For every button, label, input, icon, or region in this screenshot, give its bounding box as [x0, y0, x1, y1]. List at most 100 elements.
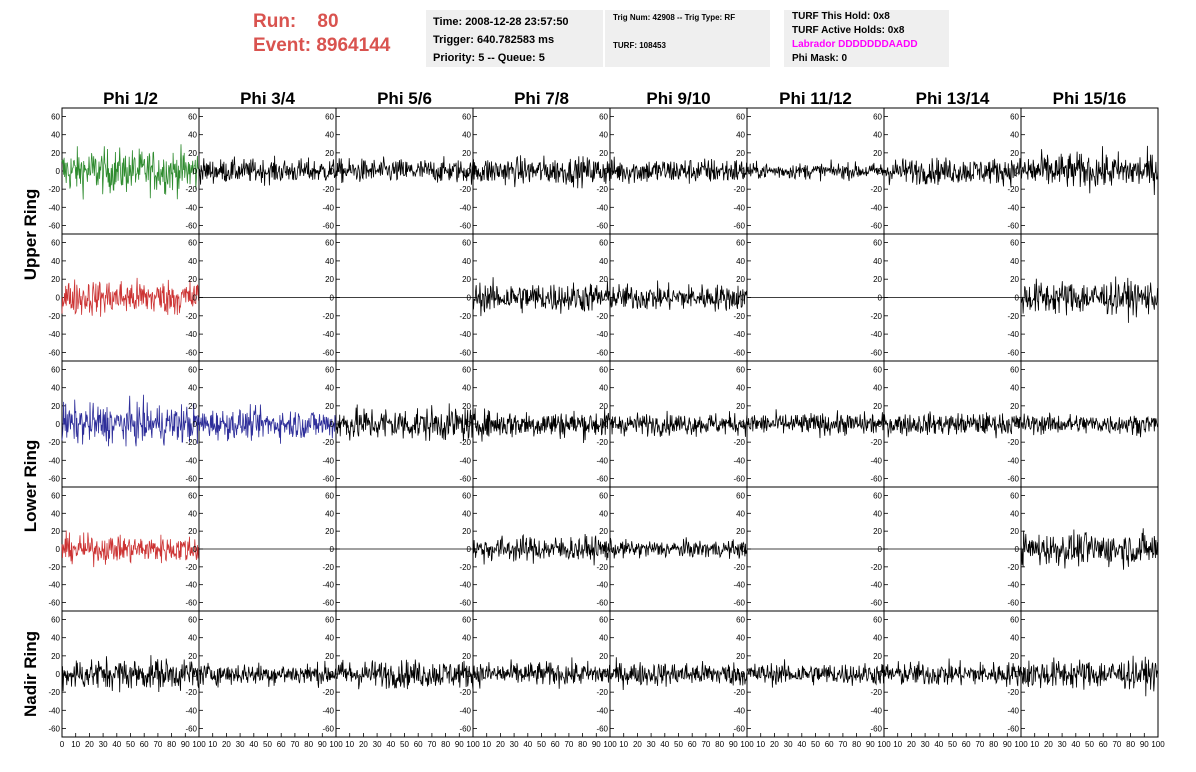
x-tick-label: 50 [263, 740, 272, 749]
y-tick-label: 20 [325, 149, 334, 158]
y-tick-label: -60 [733, 724, 745, 733]
y-tick-label: 40 [325, 257, 334, 266]
x-tick-label: 10 [893, 740, 902, 749]
waveform-trace [883, 157, 1022, 187]
y-tick-label: -20 [596, 563, 608, 572]
y-tick-label: -60 [1007, 724, 1019, 733]
y-tick-label: 60 [736, 239, 745, 248]
y-tick-label: -20 [596, 312, 608, 321]
y-tick-label: -40 [733, 706, 745, 715]
column-header: Phi 1/2 [103, 89, 158, 108]
y-tick-label: -20 [1007, 438, 1019, 447]
y-tick-label: 0 [741, 545, 746, 554]
x-tick-label: 40 [1071, 740, 1080, 749]
y-tick-label: 40 [599, 634, 608, 643]
y-tick-label: 20 [51, 402, 60, 411]
y-tick-label: -60 [322, 348, 334, 357]
y-tick-label: 60 [873, 113, 882, 122]
y-tick-label: 60 [736, 491, 745, 500]
y-tick-label: -60 [870, 221, 882, 230]
x-tick-label: 60 [414, 740, 423, 749]
waveform-trace [335, 156, 474, 185]
x-tick-label: 20 [1044, 740, 1053, 749]
y-tick-label: 0 [467, 670, 472, 679]
x-tick-label: 40 [249, 740, 258, 749]
y-tick-label: 40 [188, 131, 197, 140]
column-header: Phi 13/14 [916, 89, 990, 108]
y-tick-label: 40 [599, 384, 608, 393]
x-tick-label: 10 [208, 740, 217, 749]
y-tick-label: 40 [599, 257, 608, 266]
waveform-trace [746, 409, 885, 439]
y-tick-label: -40 [596, 456, 608, 465]
y-tick-label: -60 [185, 724, 197, 733]
y-tick-label: -40 [870, 581, 882, 590]
x-tick-label: 70 [564, 740, 573, 749]
waveform-trace [883, 658, 1022, 687]
y-tick-label: -40 [322, 330, 334, 339]
y-tick-label: 40 [599, 131, 608, 140]
waveform-trace [1020, 655, 1159, 697]
y-tick-label: 40 [1010, 257, 1019, 266]
x-tick-label: 10 [482, 740, 491, 749]
y-tick-label: 20 [462, 652, 471, 661]
column-header: Phi 5/6 [377, 89, 432, 108]
y-tick-label: -20 [1007, 312, 1019, 321]
y-tick-label: -60 [870, 724, 882, 733]
y-tick-label: -60 [733, 348, 745, 357]
time-info-box: Time: 2008-12-28 23:57:50 Trigger: 640.7… [426, 10, 603, 67]
y-tick-label: 60 [1010, 616, 1019, 625]
x-tick-label: 20 [496, 740, 505, 749]
y-tick-label: -60 [459, 724, 471, 733]
y-tick-label: 20 [188, 652, 197, 661]
y-tick-label: -20 [733, 185, 745, 194]
y-tick-label: -60 [1007, 221, 1019, 230]
y-tick-label: 20 [462, 402, 471, 411]
y-tick-label: 20 [873, 275, 882, 284]
y-tick-label: 20 [462, 275, 471, 284]
y-tick-label: -60 [322, 221, 334, 230]
y-tick-label: -40 [596, 581, 608, 590]
y-tick-label: 20 [1010, 275, 1019, 284]
y-tick-label: 40 [51, 384, 60, 393]
priority-text: Priority: 5 -- Queue: 5 [433, 52, 545, 64]
y-tick-label: -60 [596, 221, 608, 230]
y-tick-label: -20 [870, 185, 882, 194]
x-tick-label: 20 [633, 740, 642, 749]
y-tick-label: 60 [51, 113, 60, 122]
y-tick-label: 40 [325, 634, 334, 643]
x-tick-label: 40 [386, 740, 395, 749]
waveform-trace [746, 159, 885, 182]
ring-label: Lower Ring [21, 440, 40, 533]
y-tick-label: -60 [1007, 474, 1019, 483]
y-tick-label: -20 [870, 688, 882, 697]
y-tick-label: 0 [604, 420, 609, 429]
y-tick-label: 20 [51, 149, 60, 158]
trig-num-text: Trig Num: 42908 -- Trig Type: RF [613, 13, 736, 22]
y-tick-label: -60 [459, 221, 471, 230]
x-tick-label: 10 [619, 740, 628, 749]
x-tick-label: 100 [1014, 740, 1028, 749]
y-tick-label: -60 [322, 474, 334, 483]
y-tick-label: 20 [599, 149, 608, 158]
waveform-trace [198, 660, 337, 688]
y-tick-label: 0 [56, 670, 61, 679]
y-tick-label: -40 [596, 706, 608, 715]
y-tick-label: 0 [878, 294, 883, 303]
y-tick-label: 20 [51, 275, 60, 284]
x-tick-label: 10 [345, 740, 354, 749]
y-tick-label: -40 [185, 203, 197, 212]
y-tick-label: -20 [1007, 185, 1019, 194]
y-tick-label: -40 [870, 456, 882, 465]
x-tick-label: 100 [192, 740, 206, 749]
y-tick-label: 0 [467, 420, 472, 429]
ring-label: Nadir Ring [21, 631, 40, 717]
x-tick-label: 90 [1003, 740, 1012, 749]
x-tick-label: 70 [975, 740, 984, 749]
y-tick-label: 40 [188, 634, 197, 643]
y-tick-label: 0 [467, 294, 472, 303]
y-tick-label: 60 [51, 491, 60, 500]
y-tick-label: 0 [604, 167, 609, 176]
y-tick-label: -20 [48, 563, 60, 572]
y-tick-label: 40 [462, 384, 471, 393]
